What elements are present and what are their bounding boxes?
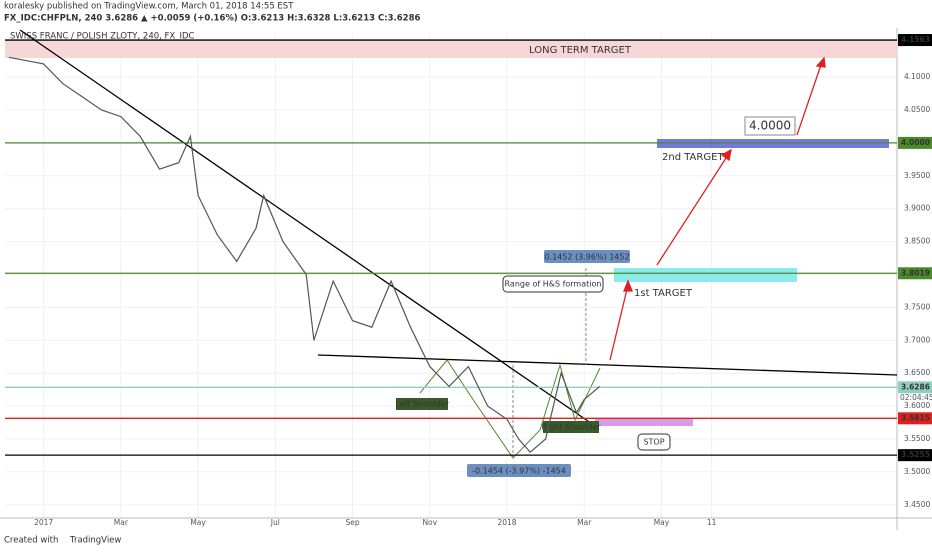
level-tag <box>898 34 932 47</box>
x-tick-label: Mar <box>577 518 592 527</box>
price-line <box>8 56 601 454</box>
drop-box <box>467 464 571 477</box>
level-label: 4.1563 <box>901 35 930 44</box>
pattern-outline <box>419 359 601 459</box>
right-shoulder: Right Shoulder <box>541 423 601 432</box>
y-tick-label: 3.8500 <box>904 237 930 246</box>
y-tick-label: 3.9500 <box>904 171 930 180</box>
level-tag <box>898 449 932 462</box>
target-value: 4.0000 <box>749 119 791 133</box>
x-tick-label: 11 <box>707 518 717 527</box>
neckline <box>317 354 898 376</box>
long-term-zone <box>5 40 897 58</box>
footer-created: Created with <box>4 536 58 546</box>
footer-brand: TradingView <box>69 536 121 546</box>
x-tick-label: Nov <box>422 518 437 527</box>
label-box <box>396 398 448 410</box>
stop-zone <box>595 418 693 426</box>
y-tick-label: 3.6000 <box>904 401 930 410</box>
countdown: 02:04:45 <box>900 393 932 402</box>
y-tick-label: 4.1000 <box>904 72 930 81</box>
range-box <box>544 250 630 263</box>
x-tick-label: Mar <box>114 518 129 527</box>
symbol-line: FX_IDC:CHFPLN, 240 3.6286 ▲ +0.0059 (+0.… <box>4 14 421 24</box>
arrows <box>609 56 826 361</box>
level-label: 3.6286 <box>901 382 930 391</box>
y-tick-label: 3.7000 <box>904 335 930 344</box>
level-label: 4.0000 <box>901 138 930 147</box>
left-shoulder: Left Shoulder <box>395 400 449 409</box>
x-tick-label: Jul <box>270 518 280 527</box>
level-label: 3.8019 <box>901 268 930 277</box>
x-tick-label: Sep <box>345 518 359 527</box>
first-target-label: 1st TARGET <box>634 288 693 299</box>
label-box <box>543 421 599 433</box>
y-tick-label: 3.7500 <box>904 302 930 311</box>
level-tag <box>898 381 932 394</box>
x-tick-label: May <box>190 518 206 527</box>
trendline <box>19 29 599 429</box>
level-tag <box>898 136 932 149</box>
y-tick-label: 4.0500 <box>904 105 930 114</box>
x-tick-label: 2017 <box>34 518 53 527</box>
note-box <box>502 275 604 293</box>
range-note: Range of H&S formation <box>505 280 602 289</box>
y-tick-label: 3.6500 <box>904 368 930 377</box>
y-tick-label: 3.4500 <box>904 500 930 509</box>
level-label: 3.5255 <box>901 450 930 459</box>
y-tick-label: 3.9000 <box>904 204 930 213</box>
first-target-zone <box>614 268 797 282</box>
y-tick-label: 3.5500 <box>904 434 930 443</box>
x-tick-label: 2018 <box>497 518 516 527</box>
value-box <box>744 116 796 136</box>
publisher: koralesky published on TradingView.com, … <box>4 2 294 12</box>
long-term-label: LONG TERM TARGET <box>529 45 632 56</box>
level-label: 3.5815 <box>901 413 930 422</box>
stop-label: STOP <box>643 438 664 447</box>
stop-box <box>637 433 671 451</box>
chart-name: SWISS FRANC / POLISH ZLOTY, 240, FX_IDC <box>10 32 195 42</box>
second-target-label: 2nd TARGET <box>662 152 724 163</box>
level-tag <box>898 412 932 425</box>
y-tick-label: 3.5000 <box>904 467 930 476</box>
range-measure: 0.1452 (3.96%) 1452 <box>544 253 629 262</box>
x-tick-label: May <box>654 518 670 527</box>
level-tag <box>898 267 932 280</box>
drop-measure: -0.1454 (-3.97%) -1454 <box>472 467 566 476</box>
